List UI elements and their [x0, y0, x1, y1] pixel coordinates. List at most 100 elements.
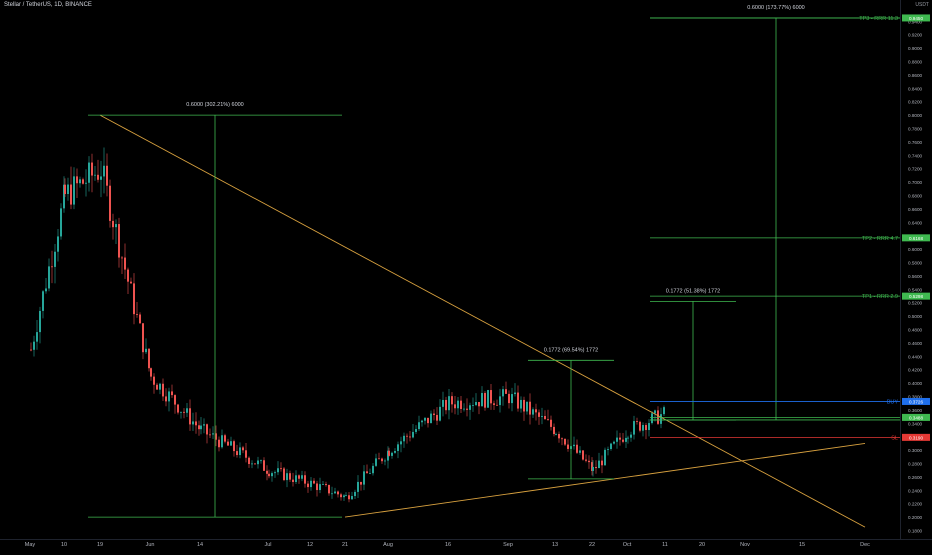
candle-body: [304, 475, 306, 484]
y-tick-label: 0.4600: [908, 341, 922, 346]
candle-body: [233, 441, 235, 452]
candle-body: [263, 460, 265, 471]
candle-body: [310, 480, 312, 488]
candle-body: [115, 224, 117, 228]
candle-body: [505, 389, 507, 394]
candle-body: [221, 435, 223, 448]
candle-body: [245, 450, 247, 458]
candle-body: [394, 450, 396, 453]
price-tag: [902, 433, 930, 441]
candle-body: [136, 314, 138, 315]
candle-body: [499, 396, 501, 406]
candle-body: [242, 447, 244, 451]
candle-body: [415, 429, 417, 432]
candle-body: [73, 176, 75, 205]
candle-body: [588, 460, 590, 463]
candle-body: [97, 174, 99, 180]
candle-body: [79, 179, 81, 184]
measure-label: 0.6000 (302.21%) 6000: [186, 102, 244, 108]
candle-body: [60, 208, 62, 237]
price-axis-separator: [900, 0, 901, 539]
y-tick-label: 0.3400: [908, 421, 922, 426]
candle-body: [660, 414, 662, 424]
candle-body: [130, 281, 132, 284]
candle-body: [475, 402, 477, 406]
level-label: SL: [891, 435, 898, 441]
price-tag-text: 0.3488: [909, 415, 923, 420]
candle-body: [348, 495, 350, 500]
candle-body: [363, 471, 365, 485]
candle-body: [212, 433, 214, 435]
candle-body: [547, 419, 549, 420]
y-tick-label: 0.6800: [908, 194, 922, 199]
candle-body: [218, 439, 220, 448]
candle-body: [337, 491, 339, 495]
x-tick-label: 16: [445, 542, 451, 548]
candle-body: [424, 417, 426, 421]
candle-body: [118, 224, 120, 258]
candle-body: [541, 415, 543, 417]
x-tick-label: 15: [799, 542, 805, 548]
candle-body: [663, 407, 665, 415]
candle-body: [316, 483, 318, 491]
price-tag: [902, 397, 930, 405]
candle-body: [183, 411, 185, 413]
candle-body: [42, 291, 44, 311]
candle-body: [493, 403, 495, 405]
x-tick-label: 12: [307, 542, 313, 548]
candle-body: [523, 399, 525, 412]
candle-body: [124, 257, 126, 270]
candle-body: [171, 391, 173, 396]
candle-body: [538, 412, 540, 417]
y-tick-label: 0.8600: [908, 73, 922, 78]
candle-body: [454, 404, 456, 409]
y-tick-label: 0.7200: [908, 167, 922, 172]
measure-label: 0.6000 (173.77%) 6000: [747, 5, 805, 11]
candle-body: [616, 437, 618, 442]
candle-body: [576, 444, 578, 453]
candle-body: [561, 438, 563, 440]
price-tag: [902, 14, 930, 22]
y-tick-label: 0.4800: [908, 328, 922, 333]
x-tick-label: 22: [589, 542, 595, 548]
candle-body: [463, 408, 465, 410]
y-tick-label: 0.3600: [908, 408, 922, 413]
candle-body: [511, 394, 513, 404]
candle-body: [180, 411, 182, 413]
candle-body: [520, 399, 522, 409]
candle-body: [613, 441, 615, 444]
y-tick-label: 0.8400: [908, 86, 922, 91]
candle-body: [625, 437, 627, 442]
y-tick-label: 0.7800: [908, 127, 922, 132]
candle-body: [529, 401, 531, 415]
candle-body: [372, 465, 374, 474]
candle-body: [642, 425, 644, 431]
y-tick-label: 0.2200: [908, 502, 922, 507]
candle-body: [70, 184, 72, 205]
candle-body: [654, 410, 656, 414]
candle-body: [307, 483, 309, 488]
candle-body: [100, 176, 102, 180]
candle-body: [254, 463, 256, 465]
candle-body: [51, 266, 53, 268]
candle-body: [400, 441, 402, 445]
candle-body: [30, 349, 32, 351]
candle-body: [159, 383, 161, 390]
candle-body: [430, 413, 432, 424]
price-tag: [902, 292, 930, 300]
candle-body: [478, 402, 480, 407]
candle-body: [215, 433, 217, 440]
candle-body: [582, 450, 584, 460]
y-tick-label: 0.8800: [908, 60, 922, 65]
x-tick-label: 11: [662, 542, 668, 548]
price-tag-text: 0.3190: [909, 435, 923, 440]
candle-body: [472, 405, 474, 406]
candle-body: [550, 419, 552, 427]
candle-body: [564, 438, 566, 445]
candle-body: [607, 449, 609, 450]
candle-body: [409, 436, 411, 438]
candle-body: [289, 473, 291, 480]
price-tag: [902, 413, 930, 421]
